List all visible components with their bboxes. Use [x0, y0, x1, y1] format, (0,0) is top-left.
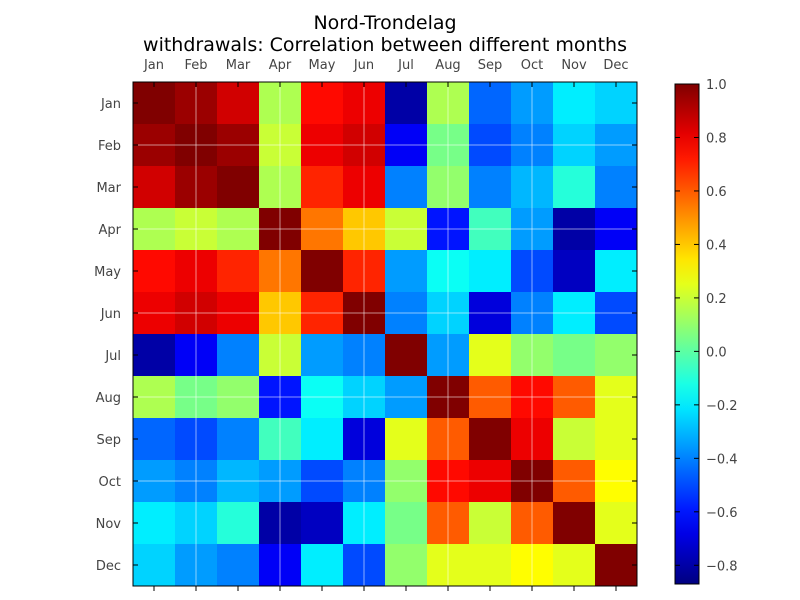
chart-title: Nord-Trondelag	[313, 12, 456, 34]
x-tick-label: Jun	[353, 58, 374, 73]
colorbar-tick-label: −0.6	[706, 506, 738, 521]
heatmap-cell	[385, 166, 428, 209]
heatmap-cell	[301, 418, 344, 461]
plot-frame	[132, 81, 638, 587]
y-tick-label: Feb	[98, 139, 121, 154]
heatmap-cell	[469, 166, 512, 209]
heatmap-cell	[385, 418, 428, 461]
heatmap-cell	[217, 502, 260, 545]
y-tick-label: Dec	[96, 559, 121, 574]
heatmap-cell	[385, 82, 428, 125]
colorbar-gradient	[674, 83, 700, 585]
heatmap-cell	[133, 544, 176, 587]
colorbar: 1.0 0.8 0.6 0.4 0.2 0.0 −0.2 −0.4 −0.6 −0.8	[674, 78, 738, 585]
x-tick-label: Feb	[184, 58, 207, 73]
heatmap-cell	[385, 334, 428, 377]
heatmap-cell	[133, 250, 176, 293]
heatmap-cell	[469, 250, 512, 293]
heatmap-cell	[301, 544, 344, 587]
heatmap-cell	[553, 250, 596, 293]
y-tick-label: Jun	[100, 307, 121, 322]
heatmap-cell	[385, 502, 428, 545]
x-tick-label: Mar	[226, 58, 251, 73]
y-tick-label: Mar	[96, 181, 121, 196]
heatmap-cell	[469, 544, 512, 587]
heatmap-cell	[595, 544, 638, 587]
colorbar-tick-label: −0.4	[706, 452, 738, 467]
heatmap-cell	[133, 502, 176, 545]
x-tick-label: Sep	[478, 58, 503, 73]
x-tick-label: Aug	[435, 58, 460, 73]
heatmap-cell	[595, 250, 638, 293]
heatmap-cell	[595, 418, 638, 461]
y-tick-label: Apr	[99, 223, 122, 238]
heatmap-cell	[133, 166, 176, 209]
heatmap-cells	[133, 82, 638, 587]
x-tick-label: Jul	[397, 58, 414, 73]
heatmap-cell	[133, 418, 176, 461]
colorbar-tick-label: 0.4	[706, 238, 727, 253]
heatmap-cell	[301, 334, 344, 377]
x-tick-label: May	[309, 58, 336, 73]
y-tick-label: Nov	[96, 517, 122, 532]
x-tick-label: Apr	[269, 58, 292, 73]
y-tick-label: Oct	[99, 475, 121, 490]
heatmap-cell	[217, 418, 260, 461]
heatmap-cell	[385, 544, 428, 587]
y-tick-label: Sep	[96, 433, 121, 448]
heatmap-cell	[595, 502, 638, 545]
heatmap-cell	[553, 82, 596, 125]
heatmap-cell	[301, 82, 344, 125]
colorbar-tick-label: 1.0	[706, 78, 727, 93]
x-tick-label: Nov	[561, 58, 587, 73]
y-tick-label: Aug	[96, 391, 121, 406]
heatmap-cell	[217, 334, 260, 377]
colorbar-tick-label: 0.8	[706, 131, 727, 146]
heatmap-cell	[553, 418, 596, 461]
y-tick-label: Jul	[104, 349, 121, 364]
grid-lines	[133, 82, 637, 586]
heatmap-cell	[301, 166, 344, 209]
colorbar-tick-label: −0.8	[706, 559, 738, 574]
heatmap-cell	[553, 166, 596, 209]
colorbar-tick-label: −0.2	[706, 399, 738, 414]
heatmap-cell	[133, 334, 176, 377]
y-tick-label: May	[94, 265, 121, 280]
heatmap-cell	[217, 544, 260, 587]
heatmap-cell	[553, 502, 596, 545]
heatmap-cell	[469, 418, 512, 461]
heatmap-cell	[595, 82, 638, 125]
colorbar-tick-label: 0.6	[706, 185, 727, 200]
heatmap-cell	[553, 544, 596, 587]
x-tick-label: Dec	[603, 58, 628, 73]
x-axis-ticks: Jan Feb Mar Apr May Jun Jul Aug Sep Oct Nov Dec	[143, 58, 629, 591]
heatmap-cell	[217, 166, 260, 209]
heatmap-cell	[217, 82, 260, 125]
x-tick-label: Jan	[143, 58, 164, 73]
heatmap-cell	[469, 502, 512, 545]
heatmap-cell	[217, 250, 260, 293]
heatmap-cell	[595, 334, 638, 377]
heatmap-cell	[469, 82, 512, 125]
x-tick-label: Oct	[521, 58, 543, 73]
colorbar-tick-label: 0.0	[706, 345, 727, 360]
y-axis-ticks: Jan Feb Mar Apr May Jun Jul Aug Sep Oct Nov Dec	[94, 97, 637, 574]
heatmap-cell	[385, 250, 428, 293]
heatmap-cell	[301, 250, 344, 293]
chart-subtitle: withdrawals: Correlation between differe…	[143, 34, 627, 56]
heatmap-cell	[469, 334, 512, 377]
heatmap-cell	[595, 166, 638, 209]
colorbar-tick-label: 0.2	[706, 292, 727, 307]
heatmap-cell	[553, 334, 596, 377]
heatmap-cell	[301, 502, 344, 545]
y-tick-label: Jan	[100, 97, 121, 112]
heatmap-cell	[133, 82, 176, 125]
